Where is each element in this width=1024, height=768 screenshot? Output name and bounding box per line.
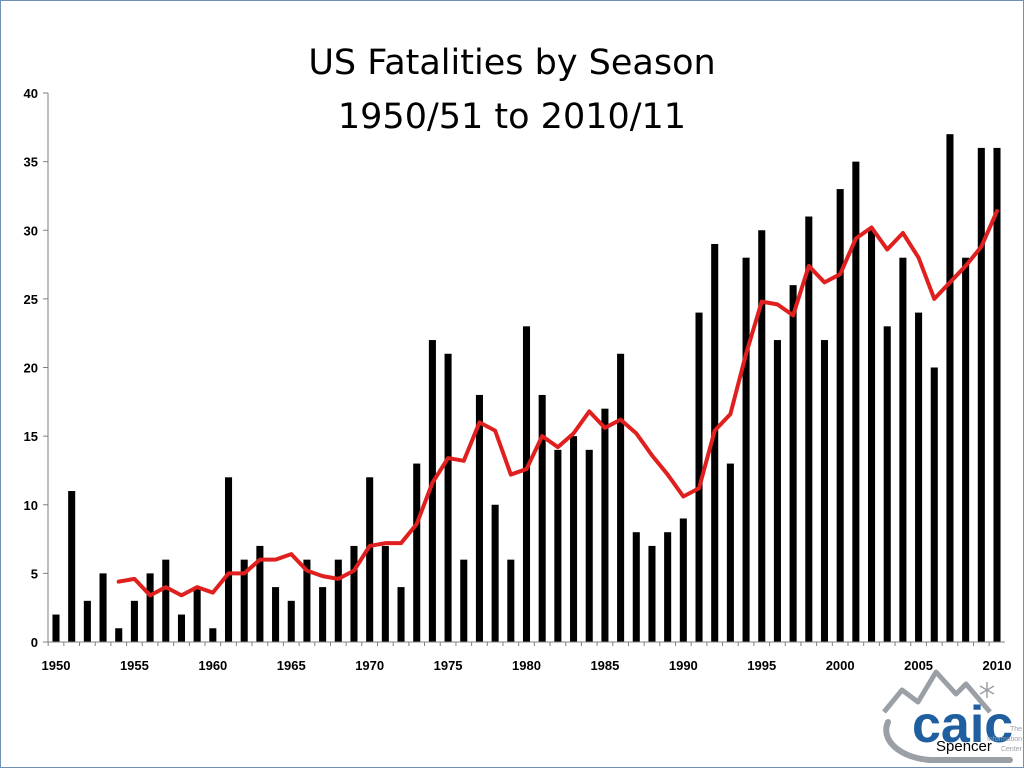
x-tick-label-1950: 1950 <box>42 658 71 673</box>
bar-1997 <box>789 285 797 642</box>
moving-average-series <box>116 209 999 598</box>
y-tick-label-35: 35 <box>24 155 38 170</box>
bar-1958 <box>177 614 185 642</box>
logo-credit: Spencer <box>936 738 992 755</box>
bar-2006 <box>930 367 938 642</box>
logo-tagline-2: Information <box>987 736 1022 743</box>
bar-2007 <box>946 134 954 643</box>
bar-1979 <box>507 559 515 642</box>
bar-1982 <box>554 449 562 642</box>
bar-2003 <box>883 326 891 642</box>
y-tick-label-15: 15 <box>24 429 38 444</box>
bar-1996 <box>773 340 781 642</box>
caic-logo: caic The Information Center Spencer <box>882 669 1023 763</box>
bar-1992 <box>711 243 719 643</box>
y-tick-label-20: 20 <box>24 361 38 376</box>
bar-1998 <box>805 216 813 642</box>
bar-2010 <box>993 147 1001 642</box>
bar-1994 <box>742 257 750 642</box>
logo-tagline-1: The <box>1010 726 1022 733</box>
bar-1999 <box>820 340 829 642</box>
y-tick-label-0: 0 <box>31 635 38 650</box>
x-tick-label-1970: 1970 <box>355 658 384 673</box>
bar-1984 <box>585 449 593 642</box>
bar-1995 <box>758 230 766 642</box>
bar-series <box>52 134 1001 643</box>
bar-2001 <box>852 161 860 643</box>
bar-1985 <box>601 408 609 642</box>
x-tick-label-2005: 2005 <box>904 658 933 673</box>
bar-1967 <box>319 587 327 642</box>
x-tick-label-2000: 2000 <box>826 658 855 673</box>
bar-1974 <box>428 340 436 642</box>
bar-1989 <box>664 532 672 642</box>
x-tick-label-1995: 1995 <box>747 658 776 673</box>
chart-title-line-1: US Fatalities by Season <box>308 43 715 83</box>
bar-2009 <box>977 147 985 642</box>
x-tick-label-1990: 1990 <box>669 658 698 673</box>
axes: 0 5 10 15 20 25 30 35 40 1950 1955 1960 1965 1970 1975… <box>24 86 1012 673</box>
bar-1957 <box>162 559 170 642</box>
bar-1956 <box>146 573 154 643</box>
x-tick-label-1985: 1985 <box>590 658 619 673</box>
y-tick-label-40: 40 <box>24 86 38 101</box>
bar-1972 <box>397 587 405 642</box>
bar-1961 <box>224 477 233 642</box>
bar-1950 <box>52 614 60 642</box>
bar-1954 <box>115 628 123 642</box>
x-tick-label-1955: 1955 <box>120 658 149 673</box>
bar-1993 <box>726 463 734 642</box>
bar-1991 <box>695 312 703 642</box>
bar-2002 <box>868 230 876 642</box>
bar-1977 <box>475 394 483 642</box>
bar-1960 <box>209 628 217 642</box>
x-tick-label-2010: 2010 <box>983 658 1012 673</box>
logo-wordmark: caic <box>912 696 1013 754</box>
bar-1969 <box>350 545 358 642</box>
y-tick-label-10: 10 <box>24 498 38 513</box>
bar-1965 <box>287 600 295 642</box>
bar-2005 <box>915 312 923 642</box>
chart-title: US Fatalities by Season 1950/51 to 2010/… <box>308 43 715 137</box>
bar-1975 <box>444 353 452 642</box>
x-tick-label-1960: 1960 <box>198 658 227 673</box>
bar-1959 <box>193 587 201 642</box>
y-tick-label-5: 5 <box>31 566 38 581</box>
bar-1990 <box>679 518 687 642</box>
bar-1973 <box>413 463 421 642</box>
y-tick-label-25: 25 <box>24 292 38 307</box>
bar-1962 <box>240 559 248 642</box>
bar-1983 <box>570 436 578 643</box>
mountain-snowflake-icon <box>882 669 1013 763</box>
bar-2008 <box>962 257 970 642</box>
bar-1966 <box>303 559 311 642</box>
x-tick-label-1980: 1980 <box>512 658 541 673</box>
bar-1976 <box>460 559 468 642</box>
y-tick-label-30: 30 <box>24 223 38 238</box>
bar-1987 <box>632 532 640 642</box>
bar-1963 <box>256 545 264 642</box>
moving-average-line <box>116 209 999 598</box>
bar-1971 <box>381 545 389 642</box>
bar-1955 <box>130 600 138 642</box>
bar-1970 <box>366 477 374 642</box>
bar-1953 <box>99 573 107 643</box>
x-tick-label-1965: 1965 <box>277 658 306 673</box>
bar-1964 <box>272 587 280 642</box>
bar-1981 <box>538 394 546 642</box>
bar-2000 <box>836 189 844 642</box>
bar-1952 <box>83 600 91 642</box>
logo-tagline-3: Center <box>1001 746 1023 753</box>
bar-1980 <box>522 326 531 642</box>
bar-2004 <box>899 257 907 642</box>
bar-1988 <box>648 545 656 642</box>
chart-title-line-2: 1950/51 to 2010/11 <box>338 97 686 137</box>
bar-1968 <box>334 559 342 642</box>
bar-1978 <box>491 504 499 642</box>
bar-1951 <box>68 491 76 642</box>
bar-1986 <box>617 353 625 642</box>
x-tick-label-1975: 1975 <box>434 658 463 673</box>
